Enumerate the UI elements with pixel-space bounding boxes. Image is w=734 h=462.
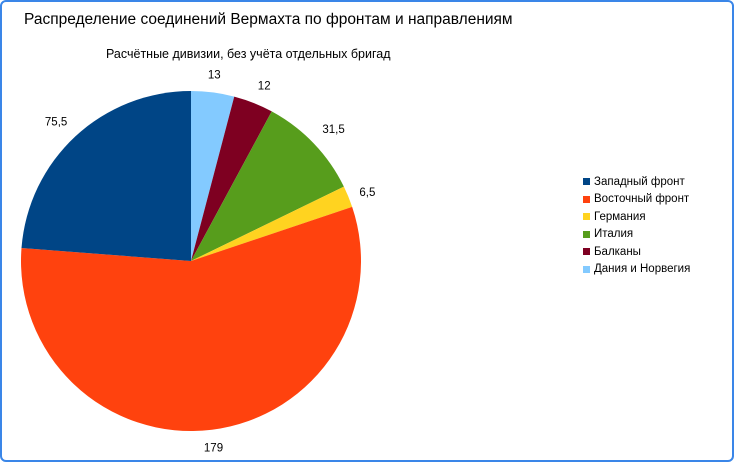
legend-item-1: Восточный фронт [583,191,690,209]
chart-title: Распределение соединений Вермахта по фро… [24,11,513,28]
legend-item-2: Германия [583,208,690,226]
legend-swatch-5 [583,265,590,273]
legend-swatch-0 [583,178,590,186]
pie-slice-4 [191,96,272,261]
legend-item-5: Дания и Норвегия [583,261,690,279]
legend-label-4: Балканы [594,245,641,258]
pie-slice-3 [191,111,344,261]
legend-swatch-4 [583,248,590,256]
pie-data-label-3: 31,5 [322,124,344,136]
legend-swatch-3 [583,230,590,238]
pie-slice-5 [191,91,235,261]
pie-slice-1 [21,206,362,432]
chart-legend: Западный фронт Восточный фронт Германия Ита… [583,173,690,278]
pie-data-label-5: 13 [208,70,221,82]
pie-data-label-0: 75,5 [45,117,67,129]
legend-label-2: Германия [594,210,646,223]
legend-swatch-1 [583,195,590,203]
legend-item-3: Италия [583,226,690,244]
legend-item-0: Западный фронт [583,173,690,191]
chart-subtitle: Расчётные дивизии, без учёта отдельных б… [106,47,391,61]
pie-slice-2 [191,186,353,261]
pie-data-label-2: 6,5 [359,187,375,199]
legend-label-3: Италия [594,228,634,241]
legend-item-4: Балканы [583,243,690,261]
pie-data-label-4: 12 [258,81,271,93]
legend-label-5: Дания и Норвегия [594,263,691,276]
pie-slice-0 [21,91,191,261]
legend-label-1: Восточный фронт [594,193,690,206]
legend-swatch-2 [583,213,590,221]
legend-label-0: Западный фронт [594,175,685,188]
pie-data-label-1: 179 [204,443,223,455]
